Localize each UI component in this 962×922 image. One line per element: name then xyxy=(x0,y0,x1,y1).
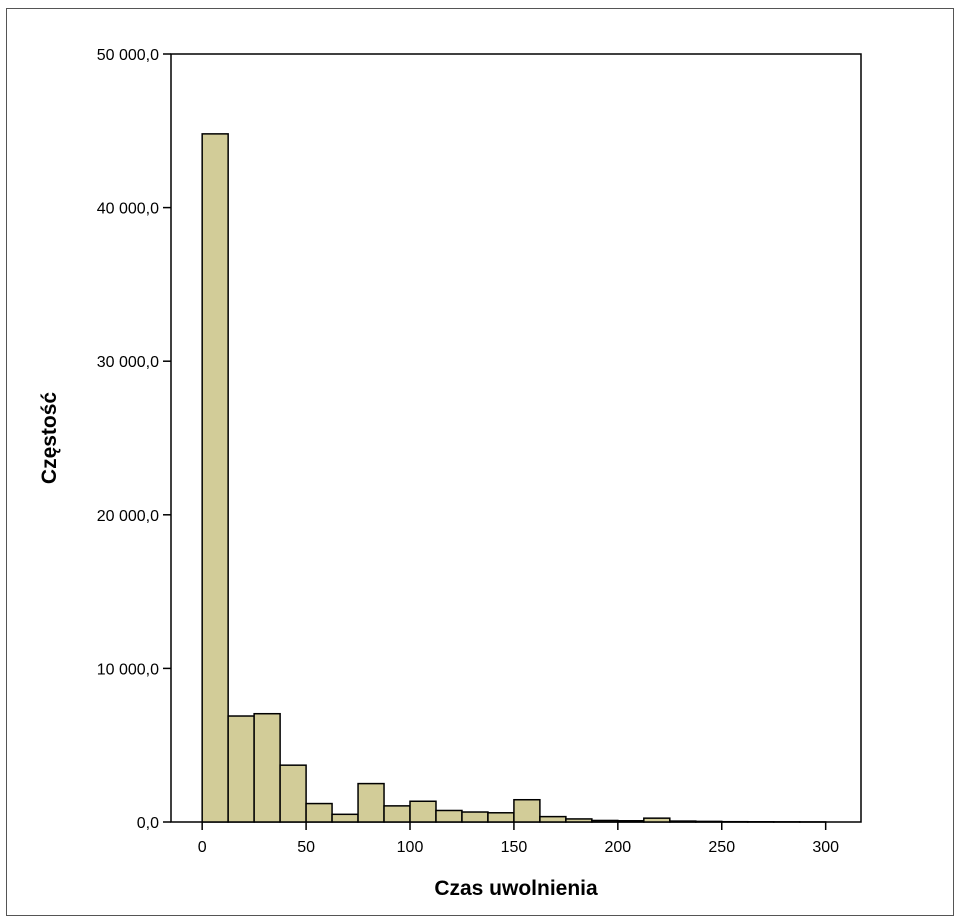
histogram-bar xyxy=(695,820,723,823)
histogram-bar xyxy=(305,802,333,823)
histogram-bar xyxy=(357,782,385,823)
y-axis-ticks: 0,0 10 000,0 20 000,0 30 000,0 40 000,0 50 00… xyxy=(97,47,171,832)
x-axis-title: Czas uwolnienia xyxy=(434,877,598,900)
x-axis-ticks: 0 50 100 150 200 250 300 xyxy=(198,822,839,856)
y-tick-label: 50 000,0 xyxy=(97,47,159,64)
x-tick-label: 0 xyxy=(198,839,207,856)
x-tick-label: 300 xyxy=(812,839,839,856)
y-tick-label: 30 000,0 xyxy=(97,354,159,371)
histogram-bar xyxy=(279,764,307,823)
histogram-bar xyxy=(227,715,255,823)
y-tick-label: 0,0 xyxy=(137,815,159,832)
histogram-bar xyxy=(643,817,671,823)
histogram-bar xyxy=(565,818,593,823)
bars-group xyxy=(201,133,827,823)
y-axis-title: Częstość xyxy=(38,392,61,485)
x-tick-label: 250 xyxy=(708,839,735,856)
histogram-bar xyxy=(669,820,697,823)
histogram-bar xyxy=(253,712,281,823)
histogram-bar xyxy=(591,819,619,823)
histogram-bar xyxy=(461,811,489,823)
histogram-bar xyxy=(617,820,645,823)
histogram-bar xyxy=(435,809,463,823)
x-tick-label: 150 xyxy=(501,839,528,856)
histogram-bar xyxy=(539,815,567,823)
plot-area xyxy=(170,53,862,823)
y-tick-label: 20 000,0 xyxy=(97,508,159,525)
y-tick-label: 40 000,0 xyxy=(97,201,159,218)
x-tick-label: 50 xyxy=(297,839,315,856)
y-tick-label: 10 000,0 xyxy=(97,661,159,678)
histogram-bar xyxy=(409,800,437,823)
x-tick-label: 100 xyxy=(397,839,424,856)
histogram-bar xyxy=(383,805,411,823)
histogram-bar xyxy=(201,133,229,823)
x-tick-label: 200 xyxy=(604,839,631,856)
histogram-bar xyxy=(513,798,541,823)
histogram-bar xyxy=(331,813,359,823)
histogram-bar xyxy=(487,812,515,823)
